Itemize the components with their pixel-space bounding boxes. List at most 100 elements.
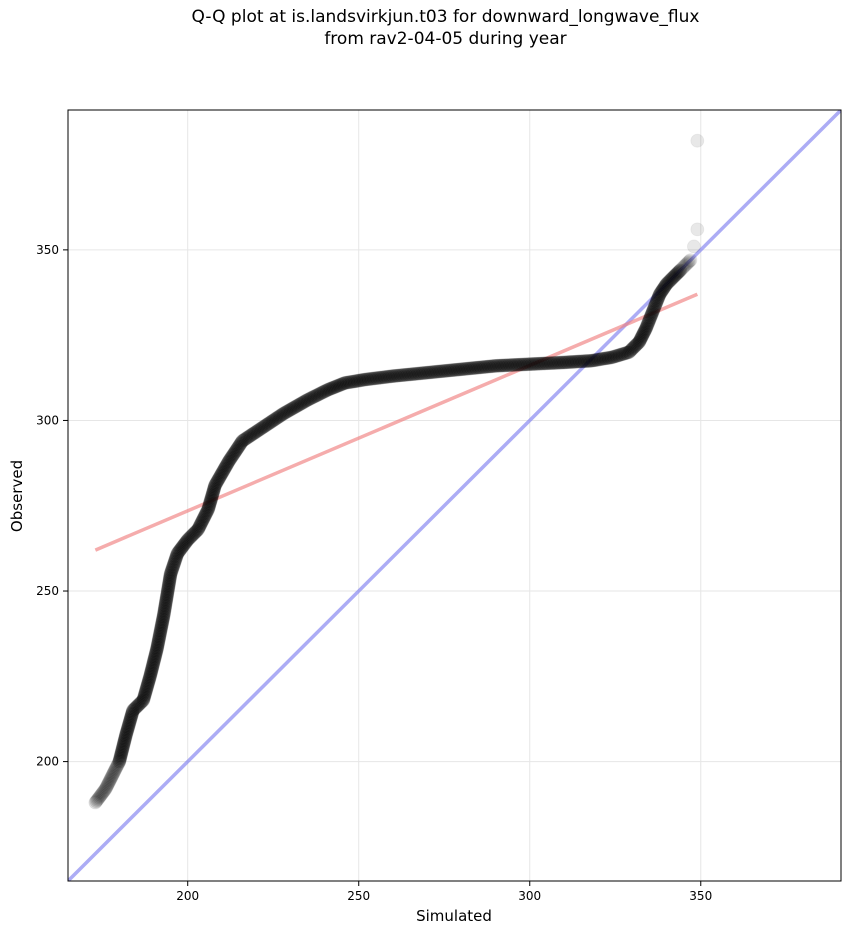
qq-point <box>547 356 562 370</box>
qq-point <box>136 693 151 708</box>
qq-point <box>618 346 633 361</box>
qq-point <box>88 795 103 810</box>
qq-point <box>444 363 459 378</box>
qq-point <box>144 663 159 678</box>
qq-point <box>142 672 157 687</box>
qq-point <box>576 354 591 369</box>
qq-point <box>601 350 616 365</box>
qq-point <box>168 552 183 567</box>
qq-point <box>160 587 175 602</box>
qq-point <box>143 666 158 681</box>
qq-point <box>394 368 408 383</box>
qq-point <box>433 364 448 379</box>
qq-point <box>373 370 387 385</box>
qq-point <box>648 298 663 312</box>
qq-point <box>526 357 540 371</box>
qq-point <box>148 649 162 664</box>
qq-point <box>657 279 672 294</box>
qq-point <box>177 537 191 552</box>
qq-point <box>224 450 239 465</box>
qq-point <box>366 371 381 386</box>
qq-point <box>209 475 224 490</box>
qq-point <box>109 760 124 774</box>
qq-point <box>158 596 173 611</box>
qq-point <box>637 324 652 338</box>
qq-point <box>611 348 625 363</box>
grid-lines <box>68 110 841 881</box>
qq-point <box>355 373 370 387</box>
qq-point <box>683 253 698 268</box>
qq-point <box>312 387 327 402</box>
qq-point <box>632 333 647 348</box>
qq-point <box>114 747 129 761</box>
qq-point <box>155 617 169 632</box>
qq-point <box>207 479 222 494</box>
qq-point <box>382 369 397 384</box>
qq-point <box>469 360 483 375</box>
qq-point <box>609 349 624 363</box>
qq-point <box>365 371 379 386</box>
qq-point <box>577 354 592 369</box>
qq-point <box>679 257 693 272</box>
qq-point <box>173 542 188 557</box>
qq-point <box>336 376 351 391</box>
qq-point <box>384 369 399 384</box>
qq-outlier-point <box>690 133 705 148</box>
qq-point <box>118 730 133 745</box>
qq-point <box>96 784 111 799</box>
x-tick-label: 200 <box>176 889 199 903</box>
qq-point <box>163 568 178 583</box>
qq-point <box>542 356 557 371</box>
qq-point <box>203 494 218 509</box>
qq-point <box>115 742 130 757</box>
qq-point <box>292 397 306 412</box>
qq-point <box>441 363 456 378</box>
qq-point <box>161 581 176 596</box>
qq-point <box>185 528 200 543</box>
qq-point <box>121 719 136 734</box>
qq-point <box>652 288 666 303</box>
qq-point <box>587 353 602 368</box>
qq-point <box>656 282 671 297</box>
qq-point <box>175 540 190 555</box>
qq-point <box>141 673 156 688</box>
qq-point <box>160 584 175 599</box>
x-tick-label: 350 <box>689 889 712 903</box>
qq-point <box>539 356 553 371</box>
qq-point <box>307 389 322 404</box>
qq-point <box>426 365 441 379</box>
qq-point <box>402 367 417 382</box>
qq-point <box>431 364 446 379</box>
qq-point <box>213 469 227 484</box>
qq-point <box>212 471 226 486</box>
qq-point <box>451 362 465 377</box>
qq-point <box>590 352 605 367</box>
qq-point <box>149 643 164 658</box>
qq-point <box>438 363 452 378</box>
qq-point <box>213 468 228 483</box>
qq-point <box>125 706 140 721</box>
qq-point <box>386 369 400 383</box>
qq-point <box>199 505 214 519</box>
qq-point <box>361 372 376 387</box>
qq-point <box>136 691 151 706</box>
qq-point <box>642 312 657 326</box>
x-tick-label: 250 <box>347 889 370 903</box>
qq-point <box>421 365 436 380</box>
qq-point <box>123 710 138 725</box>
qq-point <box>282 403 297 418</box>
qq-point <box>465 361 480 376</box>
qq-point <box>331 378 345 393</box>
qq-point <box>183 530 197 545</box>
qq-point <box>165 560 180 575</box>
qq-point <box>172 544 187 558</box>
qq-point <box>123 712 138 727</box>
qq-point <box>132 696 147 711</box>
qq-point <box>654 284 669 299</box>
qq-point <box>389 368 404 383</box>
qq-point <box>439 363 454 378</box>
qq-point <box>535 356 550 371</box>
plot-frame <box>67 109 842 882</box>
qq-point <box>113 751 127 766</box>
qq-point <box>211 472 226 487</box>
